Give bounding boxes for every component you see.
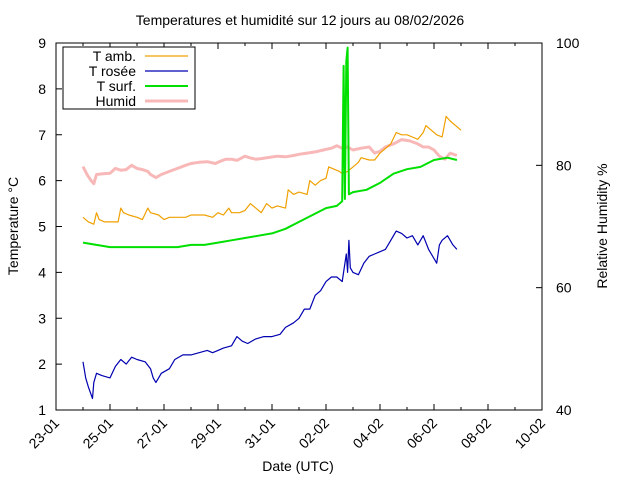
legend-label: Humid bbox=[96, 93, 136, 109]
x-tick-label: 29-01 bbox=[187, 415, 224, 452]
y-axis-label: Temperature °C bbox=[5, 177, 21, 275]
y2-tick-label: 40 bbox=[556, 402, 572, 418]
x-tick-label: 31-01 bbox=[241, 415, 278, 452]
y-tick-label: 8 bbox=[38, 81, 46, 97]
x-tick-label: 02-02 bbox=[295, 415, 332, 452]
y-tick-label: 1 bbox=[38, 402, 46, 418]
y-tick-label: 7 bbox=[38, 127, 46, 143]
x-tick-label: 04-02 bbox=[349, 415, 386, 452]
y-tick-label: 9 bbox=[38, 35, 46, 51]
x-axis-label: Date (UTC) bbox=[262, 458, 334, 474]
series-line-t-ros-e bbox=[82, 230, 458, 400]
y-tick-label: 2 bbox=[38, 356, 46, 372]
y-tick-label: 3 bbox=[38, 310, 46, 326]
plot-series bbox=[81, 46, 462, 400]
y-axis-right: 40 60 80 100 bbox=[536, 35, 580, 418]
y-axis-left: 1 2 3 4 5 6 7 8 9 bbox=[38, 35, 62, 418]
x-tick-label: 27-01 bbox=[133, 415, 170, 452]
series-line-t-surf bbox=[82, 46, 458, 249]
y2-tick-label: 80 bbox=[556, 157, 572, 173]
y2-tick-label: 100 bbox=[556, 35, 580, 51]
y-tick-label: 6 bbox=[38, 173, 46, 189]
x-tick-label: 25-01 bbox=[79, 415, 116, 452]
y2-tick-label: 60 bbox=[556, 280, 572, 296]
series-line-t-amb bbox=[82, 115, 462, 225]
series-line-humid bbox=[81, 138, 458, 186]
x-tick-label: 08-02 bbox=[457, 415, 494, 452]
legend-label: T surf. bbox=[97, 78, 136, 94]
x-tick-label: 23-01 bbox=[25, 415, 62, 452]
y2-axis-label: Relative Humidity % bbox=[594, 163, 610, 288]
legend-label: T amb. bbox=[93, 48, 136, 64]
x-tick-label: 06-02 bbox=[403, 415, 440, 452]
y-tick-label: 5 bbox=[38, 219, 46, 235]
y-tick-label: 4 bbox=[38, 264, 46, 280]
legend-box bbox=[62, 46, 196, 110]
x-tick-label: 10-02 bbox=[511, 415, 548, 452]
chart-title: Temperatures et humidité sur 12 jours au… bbox=[136, 12, 465, 28]
legend-label: T rosée bbox=[89, 63, 136, 79]
